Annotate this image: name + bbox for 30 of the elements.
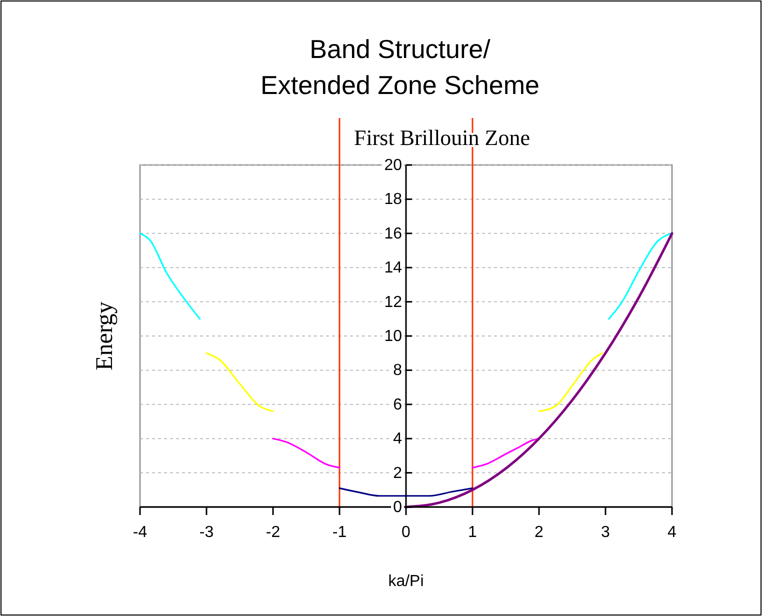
y-tick-label: 0 <box>393 499 402 516</box>
y-tick-label: 14 <box>384 260 402 277</box>
x-tick-label: 4 <box>668 524 677 541</box>
x-tick-label: 1 <box>468 524 478 541</box>
line-series <box>608 232 673 320</box>
x-tick-label: 2 <box>534 524 544 541</box>
x-tick-label: -4 <box>132 524 148 541</box>
y-tick-label: 12 <box>384 294 402 311</box>
line-series <box>338 487 474 497</box>
line-series <box>139 232 201 320</box>
line-series <box>404 232 674 508</box>
y-tick-label: 20 <box>384 157 402 174</box>
y-tick-label: 18 <box>384 191 402 208</box>
y-tick-label: 10 <box>384 328 402 345</box>
y-tick-label: 4 <box>393 430 402 448</box>
line-series <box>538 352 603 412</box>
x-tick-label: 3 <box>601 524 610 541</box>
x-tick-label: -1 <box>332 524 347 541</box>
y-axis-title: Energy <box>92 302 118 370</box>
chart-title: Band Structure/ Extended Zone Scheme <box>260 34 540 100</box>
line-series <box>206 352 274 412</box>
y-tick-label: 16 <box>384 225 402 242</box>
y-tick-label: 6 <box>393 396 402 414</box>
y-tick-label: 8 <box>393 362 402 380</box>
line-series <box>272 438 340 468</box>
x-tick-label: -3 <box>199 524 214 541</box>
x-tick-label: -2 <box>266 524 280 541</box>
line-series <box>472 438 540 468</box>
x-axis-title: ka/Pi <box>388 573 424 590</box>
y-tick-label: 2 <box>393 464 402 482</box>
